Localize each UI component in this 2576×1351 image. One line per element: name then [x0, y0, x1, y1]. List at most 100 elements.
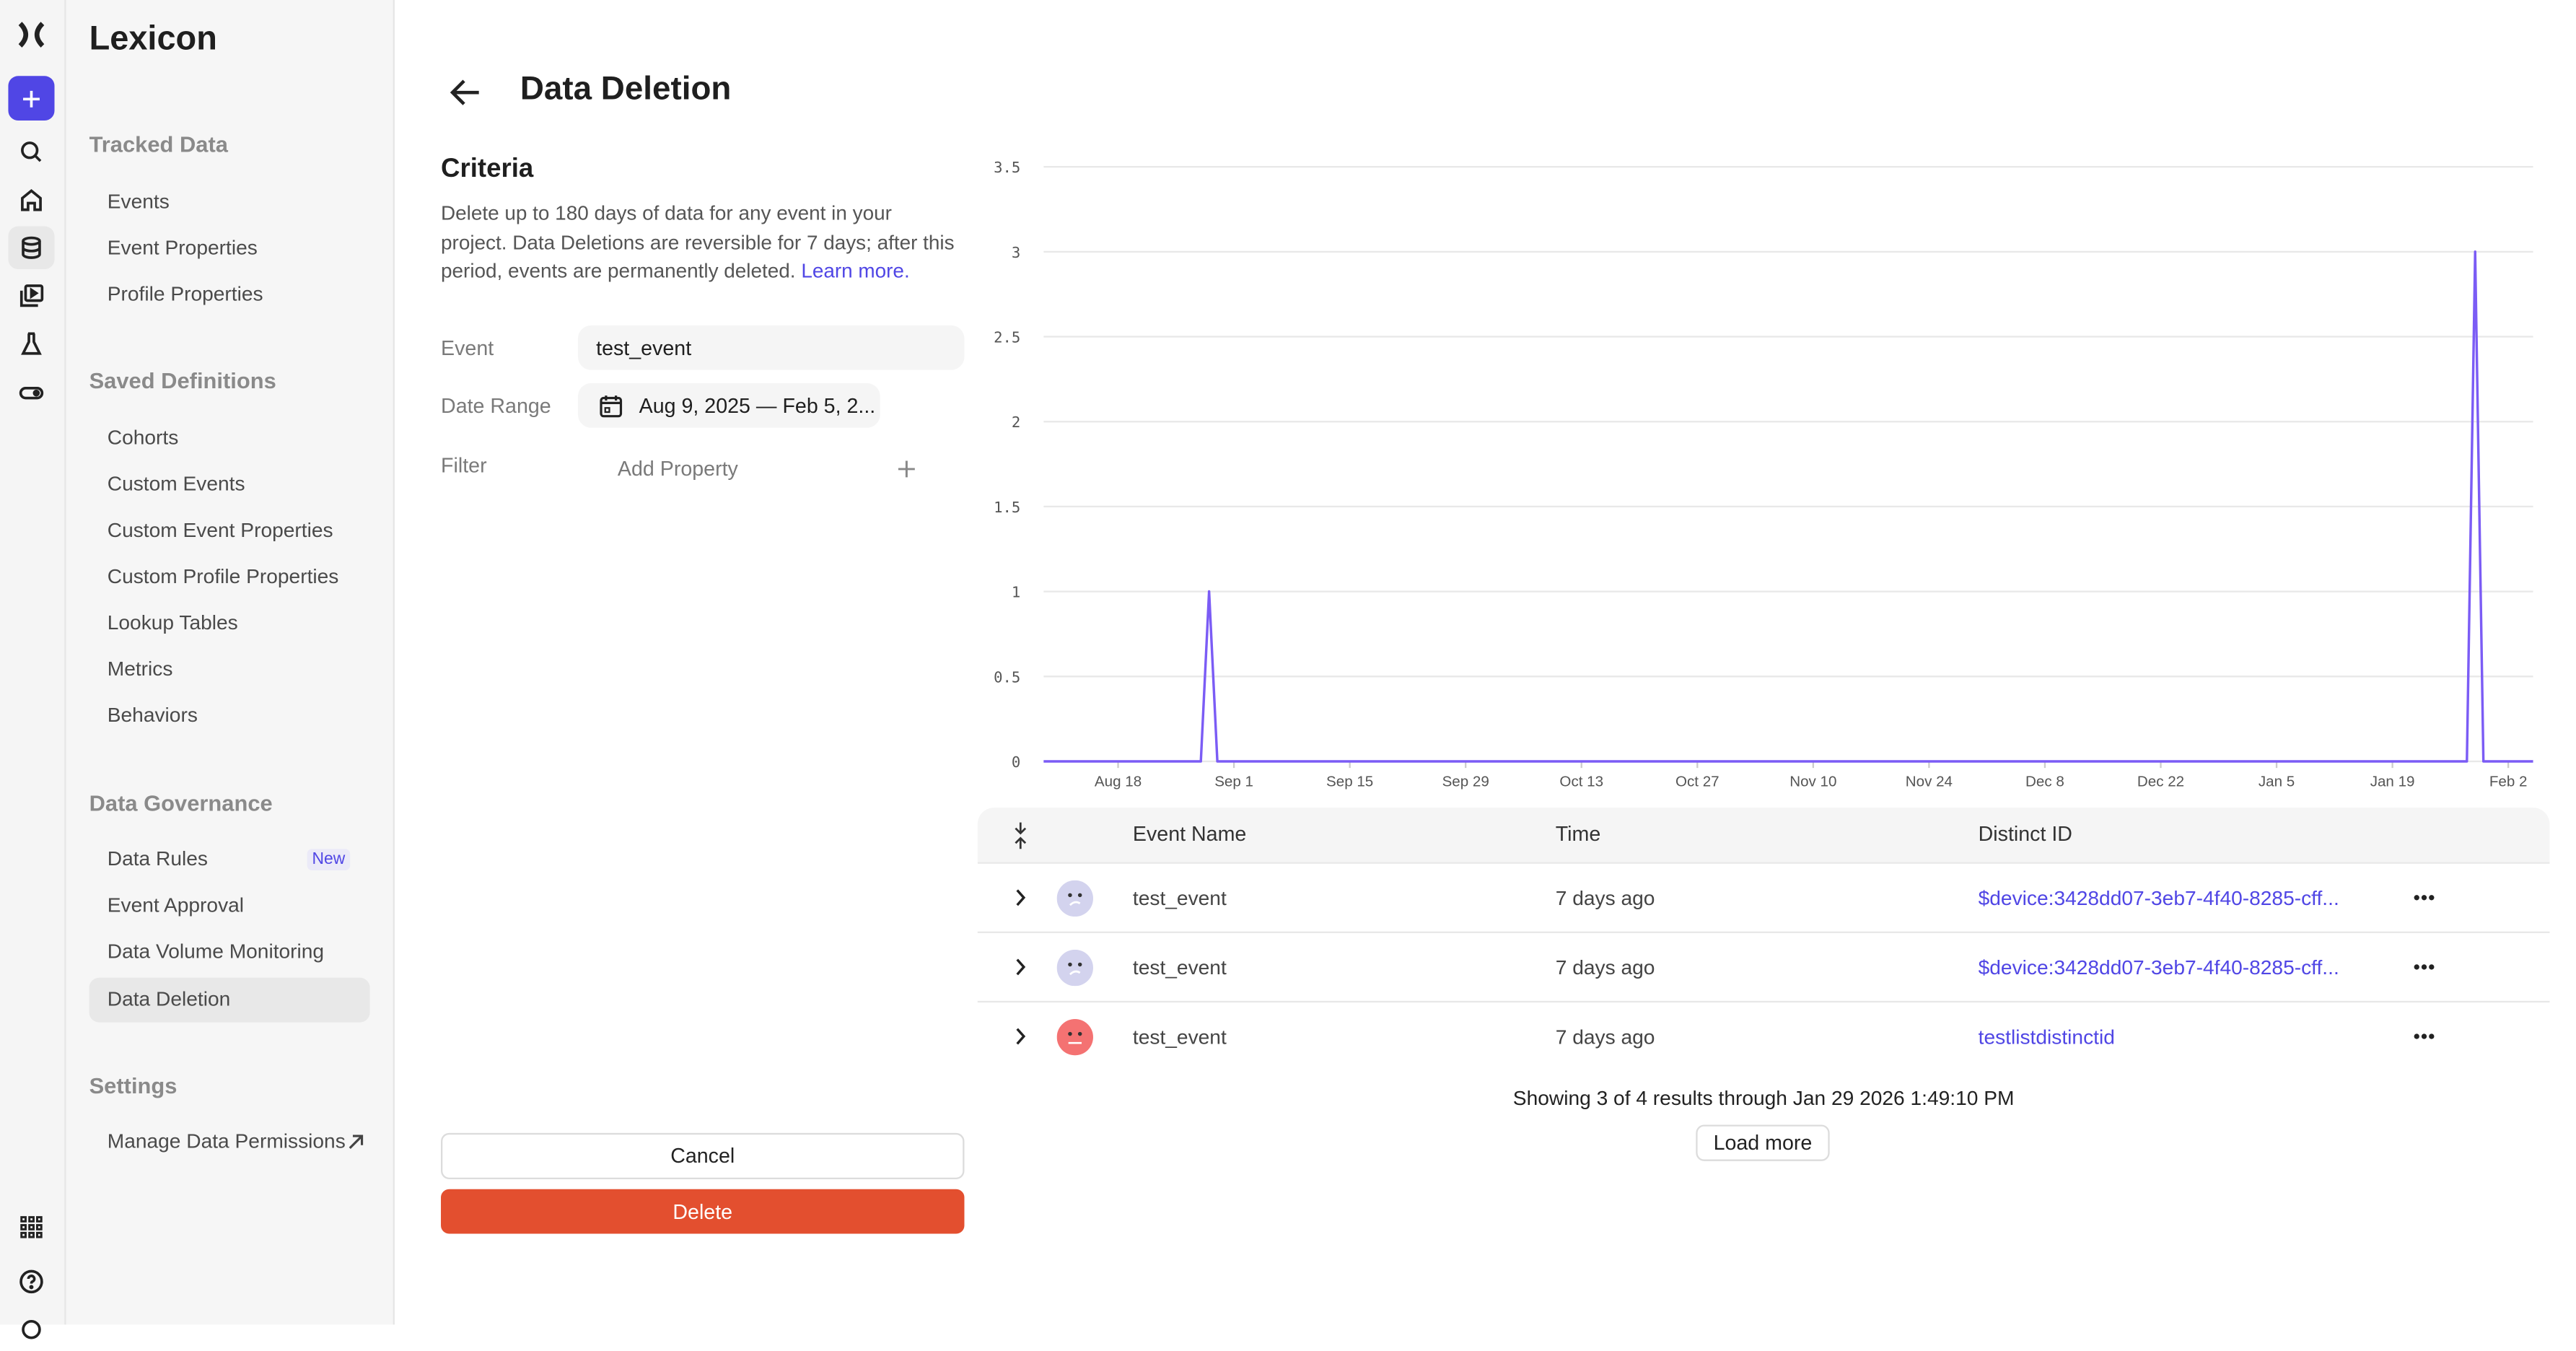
sidebar-item-label: Manage Data Permissions: [108, 1129, 346, 1153]
x-tick-label: Jan 19: [2370, 773, 2415, 790]
y-tick-label: 0: [1012, 753, 1020, 771]
user-avatar: [1057, 1019, 1093, 1055]
apps-grid-icon[interactable]: [8, 1206, 54, 1249]
x-tick-label: Sep 29: [1442, 773, 1489, 790]
user-avatar: [1057, 950, 1093, 986]
sidebar-title: Lexicon: [89, 19, 217, 59]
delete-button[interactable]: Delete: [441, 1189, 964, 1234]
expand-row-chevron-icon[interactable]: [1014, 1027, 1027, 1045]
toggle-icon[interactable]: [8, 372, 54, 415]
sidebar-item-profile-properties[interactable]: Profile Properties: [89, 273, 370, 318]
section-saved-definitions: Saved Definitions: [89, 368, 276, 393]
sidebar-item-cohorts[interactable]: Cohorts: [89, 416, 370, 461]
back-arrow-icon[interactable]: [449, 78, 482, 108]
database-icon[interactable]: [8, 227, 54, 270]
search-icon[interactable]: [8, 131, 54, 174]
experiment-flask-icon[interactable]: [8, 322, 54, 365]
replay-icon[interactable]: [8, 274, 54, 318]
x-tick-label: Aug 18: [1095, 773, 1142, 790]
x-tick-label: Feb 2: [2489, 773, 2528, 790]
sidebar-item-custom-profile-properties[interactable]: Custom Profile Properties: [89, 555, 370, 600]
more-options-icon[interactable]: [2412, 1032, 2435, 1040]
page-title: Data Deletion: [520, 71, 731, 109]
y-tick-label: 1.5: [994, 499, 1020, 516]
sidebar-item-label: Lookup Tables: [108, 611, 238, 634]
column-header-time[interactable]: Time: [1556, 823, 1601, 846]
sidebar-item-events[interactable]: Events: [89, 180, 370, 224]
sidebar-item-label: Custom Profile Properties: [108, 565, 339, 588]
more-options-icon[interactable]: [2412, 893, 2435, 901]
table-row[interactable]: test_event 7 days ago $device:3428dd07-3…: [978, 864, 2550, 933]
y-tick-label: 2.5: [994, 329, 1020, 346]
table-row[interactable]: test_event 7 days ago $device:3428dd07-3…: [978, 933, 2550, 1002]
sidebar-item-label: Profile Properties: [108, 282, 263, 305]
distinct-id-link[interactable]: $device:3428dd07-3eb7-4f40-8285-cff...: [1979, 956, 2339, 979]
home-icon[interactable]: [8, 178, 54, 222]
sidebar-item-label: Data Deletion: [108, 988, 231, 1011]
time-cell: 7 days ago: [1556, 1026, 1655, 1049]
add-property-button[interactable]: Add Property: [618, 458, 738, 481]
sidebar-item-data-deletion[interactable]: Data Deletion: [89, 978, 370, 1023]
sidebar-item-label: Behaviors: [108, 704, 198, 727]
sidebar-item-behaviors[interactable]: Behaviors: [89, 694, 370, 738]
sidebar-item-data-volume-monitoring[interactable]: Data Volume Monitoring: [89, 930, 370, 974]
calendar-icon: [597, 393, 624, 419]
user-avatar: [1057, 880, 1093, 917]
x-tick-label: Jan 5: [2259, 773, 2295, 790]
sidebar-item-label: Custom Events: [108, 473, 245, 496]
sidebar-item-lookup-tables[interactable]: Lookup Tables: [89, 601, 370, 646]
event-name-cell: test_event: [1133, 887, 1227, 910]
x-tick-label: Dec 22: [2137, 773, 2184, 790]
distinct-id-link[interactable]: testlistdistinctid: [1979, 1026, 2115, 1049]
collapse-expand-all-icon[interactable]: [1012, 821, 1029, 850]
x-tick-label: Dec 8: [2025, 773, 2064, 790]
sidebar-item-custom-event-properties[interactable]: Custom Event Properties: [89, 509, 370, 554]
sidebar-item-label: Data Rules: [108, 847, 208, 870]
more-options-icon[interactable]: [2412, 963, 2435, 971]
learn-more-link[interactable]: Learn more.: [801, 259, 909, 282]
column-header-event-name[interactable]: Event Name: [1133, 823, 1246, 846]
x-tick-label: Sep 1: [1214, 773, 1253, 790]
column-header-distinct-id[interactable]: Distinct ID: [1979, 823, 2072, 846]
sidebar-item-metrics[interactable]: Metrics: [89, 647, 370, 692]
add-filter-plus-icon[interactable]: [897, 459, 916, 478]
date-range-picker[interactable]: Aug 9, 2025 — Feb 5, 2...: [578, 383, 880, 428]
event-name-cell: test_event: [1133, 1026, 1227, 1049]
sidebar-item-event-properties[interactable]: Event Properties: [89, 227, 370, 271]
section-tracked-data: Tracked Data: [89, 132, 228, 157]
logo-icon[interactable]: [8, 13, 54, 56]
x-tick-label: Oct 27: [1675, 773, 1719, 790]
sidebar-item-label: Metrics: [108, 657, 173, 681]
criteria-heading: Criteria: [441, 155, 533, 185]
expand-row-chevron-icon[interactable]: [1014, 958, 1027, 976]
time-cell: 7 days ago: [1556, 956, 1655, 979]
create-plus-button[interactable]: [8, 76, 54, 121]
sidebar-item-label: Custom Event Properties: [108, 519, 333, 542]
event-value: test_event: [596, 336, 691, 359]
sidebar-item-manage-data-permissions[interactable]: Manage Data Permissions: [89, 1120, 370, 1165]
cancel-button[interactable]: Cancel: [441, 1133, 964, 1179]
help-icon[interactable]: [8, 1260, 54, 1303]
sidebar-item-label: Event Properties: [108, 236, 258, 259]
load-more-button[interactable]: Load more: [1696, 1124, 1829, 1160]
x-tick-label: Nov 24: [1906, 773, 1953, 790]
sidebar-item-event-approval[interactable]: Event Approval: [89, 883, 370, 928]
x-tick-label: Oct 13: [1559, 773, 1603, 790]
expand-row-chevron-icon[interactable]: [1014, 888, 1027, 906]
y-tick-label: 2: [1012, 414, 1020, 431]
date-range-label: Date Range: [441, 395, 551, 418]
sidebar-item-custom-events[interactable]: Custom Events: [89, 463, 370, 507]
y-tick-label: 3: [1012, 244, 1020, 261]
date-range-value: Aug 9, 2025 — Feb 5, 2...: [639, 394, 876, 417]
table-row[interactable]: test_event 7 days ago testlistdistinctid: [978, 1002, 2550, 1072]
x-tick-label: Nov 10: [1789, 773, 1836, 790]
distinct-id-link[interactable]: $device:3428dd07-3eb7-4f40-8285-cff...: [1979, 887, 2339, 910]
section-data-governance: Data Governance: [89, 791, 273, 816]
lexicon-sidebar: Lexicon Tracked Data Events Event Proper…: [66, 0, 395, 1324]
event-name-cell: test_event: [1133, 956, 1227, 979]
y-tick-label: 1: [1012, 584, 1020, 601]
settings-gear-icon[interactable]: [8, 1308, 54, 1351]
event-select[interactable]: test_event: [578, 325, 965, 370]
